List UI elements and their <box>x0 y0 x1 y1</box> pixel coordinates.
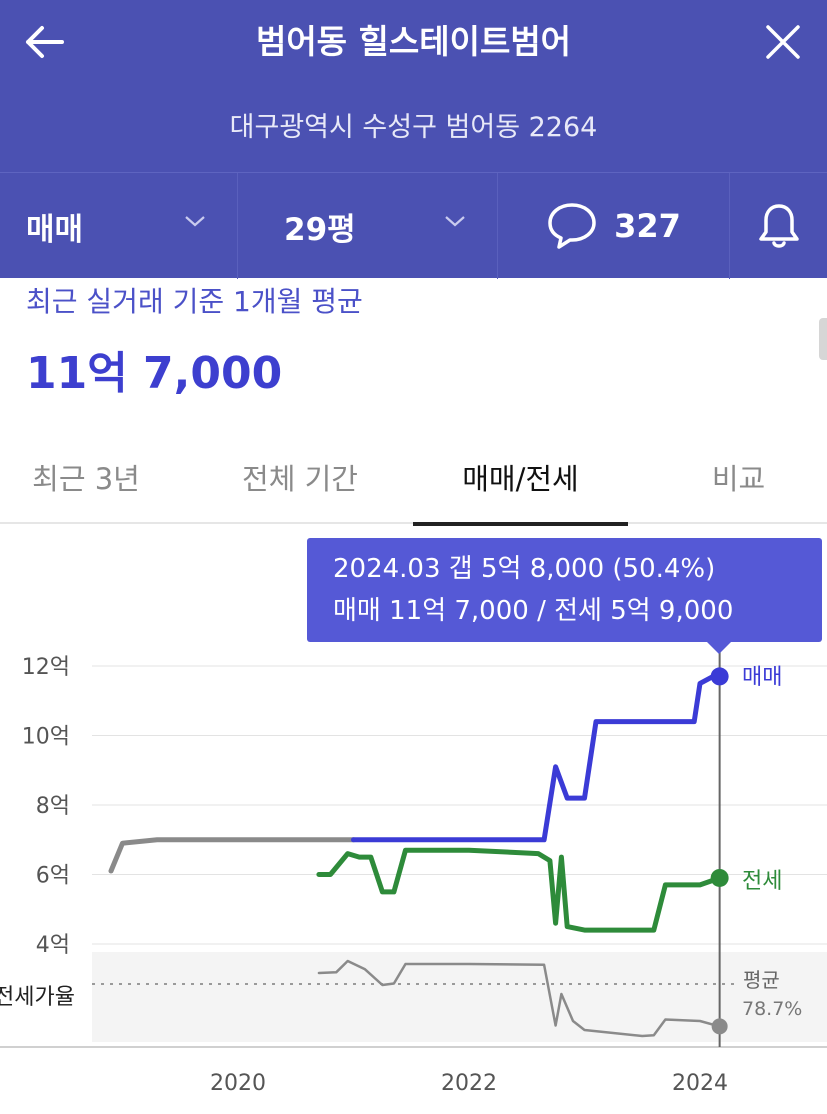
tab-recent-3y[interactable]: 최근 3년 <box>32 462 140 496</box>
arrow-left-icon <box>26 26 64 58</box>
period-tabs: 최근 3년 전체 기간 매매/전세 비교 <box>0 430 827 526</box>
selected-point-sale <box>710 667 729 686</box>
y-tick-label: 12억 <box>22 655 70 680</box>
deal-type-dropdown[interactable]: 매매 <box>0 173 238 279</box>
summary-label: 최근 실거래 기준 1개월 평균 <box>26 285 363 318</box>
scrollbar-handle[interactable] <box>819 318 827 360</box>
y-tick-label: 4억 <box>36 933 70 958</box>
chart-tooltip: 2024.03 갭 5억 8,000 (50.4%) 매매 11억 7,000 … <box>307 538 822 654</box>
ratio-average-label: 평균 <box>743 968 780 992</box>
back-button[interactable] <box>18 18 70 66</box>
close-icon <box>766 25 800 59</box>
y-tick-label: 8억 <box>36 794 70 819</box>
ratio-axis-label: 전세가율 <box>0 985 75 1010</box>
tab-sale-jeonse[interactable]: 매매/전세 <box>413 430 628 526</box>
alarm-button[interactable] <box>730 173 827 279</box>
x-tick-label: 2024 <box>672 1071 728 1096</box>
tooltip-gap-line: 2024.03 갭 5억 8,000 (50.4%) <box>333 554 716 584</box>
x-tick-label: 2022 <box>441 1071 497 1096</box>
summary-price: 11억 7,000 <box>26 348 283 399</box>
tab-all-period[interactable]: 전체 기간 <box>242 462 358 496</box>
y-tick-label: 10억 <box>22 725 70 750</box>
series-label-sale: 매매 <box>742 665 782 690</box>
series-line-ratio <box>317 959 721 1038</box>
page-title: 범어동 힐스테이트범어 <box>255 22 572 61</box>
close-button[interactable] <box>757 18 809 66</box>
tooltip-price-line: 매매 11억 7,000 / 전세 5억 9,000 <box>333 596 734 626</box>
series-line-jeonse <box>316 847 723 933</box>
chevron-down-icon <box>185 216 205 227</box>
bell-icon <box>758 204 799 248</box>
ratio-band <box>92 952 827 1042</box>
tab-compare[interactable]: 비교 <box>711 462 766 496</box>
comments-button[interactable]: 327 <box>498 173 730 279</box>
selected-point-jeonse <box>710 868 729 887</box>
series-label-jeonse: 전세 <box>742 869 782 894</box>
series-line-sale <box>351 670 723 843</box>
filter-bar: 매매 29평 327 <box>0 172 827 279</box>
size-value: 29평 <box>284 211 356 248</box>
y-tick-label: 6억 <box>36 864 70 889</box>
ratio-average-value: 78.7% <box>742 998 802 1020</box>
app-header: 범어동 힐스테이트범어 대구광역시 수성구 범어동 2264 매매 29평 32… <box>0 0 827 279</box>
chevron-down-icon <box>445 216 465 227</box>
address-text: 대구광역시 수성구 범어동 2264 <box>229 112 598 143</box>
selected-point-ratio <box>711 1018 728 1035</box>
size-dropdown[interactable]: 29평 <box>238 173 498 279</box>
comment-count: 327 <box>614 207 681 245</box>
x-tick-label: 2020 <box>210 1071 266 1096</box>
series-line-pre_sale <box>108 837 356 874</box>
speech-bubble-icon <box>548 203 596 249</box>
deal-type-value: 매매 <box>26 211 84 248</box>
